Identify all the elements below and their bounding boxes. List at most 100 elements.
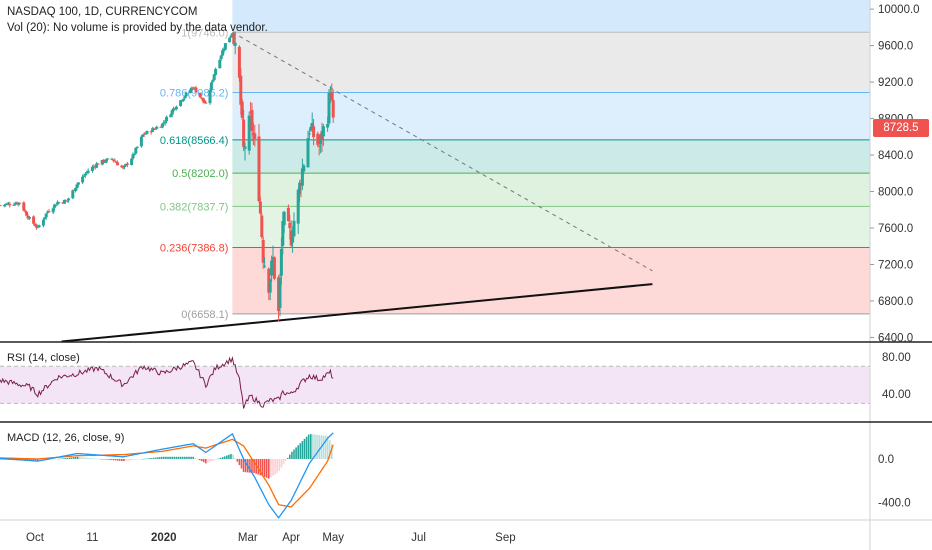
macd-histogram-bar (314, 434, 316, 459)
candle-body (268, 279, 272, 293)
candle-body (47, 211, 51, 213)
macd-histogram-bar (127, 458, 129, 461)
fib-level-label: 0.618(8566.4) (160, 135, 229, 147)
fib-level-label: 1(9746.0) (181, 27, 228, 39)
macd-histogram-bar (211, 458, 213, 462)
candle-body (278, 277, 282, 308)
candle-body (253, 133, 257, 139)
macd-histogram-bar (301, 441, 304, 459)
macd-histogram-bar (160, 456, 163, 459)
candle-body (232, 33, 236, 45)
fib-retracement-layer (232, 0, 870, 315)
candle-body (240, 101, 244, 118)
macd-histogram-bar (261, 458, 264, 477)
candle-body (317, 145, 321, 147)
macd-histogram-bar (93, 458, 96, 459)
fib-band (232, 32, 870, 93)
candle-body (96, 163, 100, 165)
time-tick-label: Apr (282, 532, 300, 544)
candle-body (67, 198, 71, 201)
candle-body (233, 42, 237, 46)
macd-pane-label: MACD (12, 26, close, 9) (7, 432, 125, 444)
macd-histogram-bar (272, 458, 274, 476)
candle-body (202, 100, 206, 104)
candle-body (296, 189, 300, 224)
candles-layer (0, 31, 335, 321)
macd-histogram-bar (175, 456, 178, 459)
macd-histogram-bar (146, 458, 148, 459)
candle-body (263, 265, 267, 267)
candle-body (291, 236, 295, 243)
candle-body (75, 184, 79, 189)
candle-body (243, 146, 247, 149)
macd-signal-line (0, 438, 334, 508)
candle-body (90, 166, 94, 171)
macd-histogram-bar (316, 434, 318, 459)
macd-histogram-bar (144, 458, 146, 460)
candle-body (222, 48, 226, 52)
macd-histogram-bar (265, 458, 268, 478)
candle-body (282, 211, 286, 226)
trendlines-layer (61, 31, 653, 343)
macd-histogram-bar (181, 456, 184, 459)
macd-histogram-bar (58, 458, 60, 460)
macd-histogram-bar (125, 458, 127, 461)
candle-body (106, 158, 110, 160)
macd-histogram-bar (148, 458, 150, 459)
candle-body (135, 146, 139, 148)
rsi-band (0, 366, 870, 404)
candle-body (281, 221, 285, 246)
candle-body (57, 202, 61, 204)
macd-histogram-bar (53, 458, 56, 460)
candle-body (179, 100, 183, 106)
candle-body (300, 168, 304, 186)
candle-body (272, 257, 276, 279)
macd-histogram-bar (324, 435, 327, 459)
macd-histogram-bar (89, 458, 92, 459)
candle-body (145, 131, 149, 134)
macd-histogram-bar (97, 458, 100, 460)
candle-body (44, 213, 48, 218)
macd-histogram-bar (83, 457, 85, 459)
macd-histogram-bar (123, 458, 125, 462)
candle-body (258, 201, 262, 214)
candle-body (86, 170, 90, 173)
macd-histogram-bar (240, 458, 243, 469)
macd-histogram-bar (215, 458, 218, 460)
time-tick-label: May (322, 532, 344, 544)
macd-histogram-bar (331, 444, 333, 459)
candle-body (114, 161, 118, 163)
candle-body (188, 89, 192, 94)
macd-histogram-bar (238, 458, 241, 466)
macd-histogram-bar (297, 445, 299, 459)
macd-histogram-bar (34, 458, 37, 462)
price-tick-label: 7600.0 (878, 223, 913, 235)
candle-body (2, 204, 6, 206)
candle-body (25, 211, 29, 216)
macd-histogram-bar (179, 456, 182, 459)
fib-level-label: 0(6658.1) (181, 309, 228, 321)
macd-histogram-bar (217, 458, 220, 460)
candle-body (270, 260, 274, 276)
macd-histogram-bar (299, 443, 302, 459)
macd-histogram-bar (74, 456, 77, 459)
macd-histogram-bar (286, 457, 289, 459)
macd-histogram-bar (307, 434, 310, 459)
candle-body (134, 148, 138, 154)
candle-body (95, 163, 99, 168)
macd-histogram-bar (154, 457, 157, 459)
macd-histogram-bar (234, 458, 236, 459)
candle-body (43, 217, 47, 220)
macd-histogram-bar (106, 458, 108, 460)
candle-body (298, 182, 302, 195)
macd-histogram-bar (116, 458, 119, 461)
candle-body (204, 102, 208, 104)
candle-body (125, 163, 129, 165)
macd-histogram-bar (133, 458, 136, 460)
macd-histogram-bar (232, 454, 234, 459)
macd-histogram-bar (169, 456, 171, 459)
macd-histogram-bar (198, 458, 201, 461)
macd-histogram-bar (213, 458, 215, 461)
candle-body (131, 154, 135, 159)
